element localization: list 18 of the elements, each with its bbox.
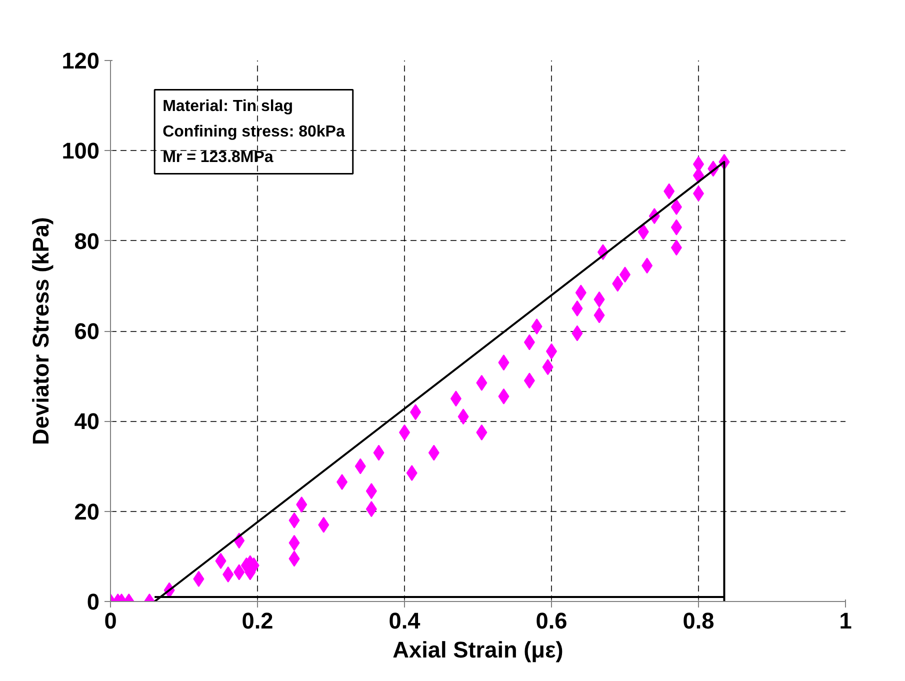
- annotation: Mr = 123.8MPa: [162, 148, 274, 166]
- y-tick-label: 100: [62, 138, 100, 164]
- annotation: Confining stress: 80kPa: [162, 123, 345, 140]
- y-tick-label: 40: [74, 408, 100, 434]
- x-axis-title: Axial Strain (με): [392, 636, 564, 662]
- y-axis-title: Deviator Stress (kPa): [28, 217, 54, 445]
- y-tick-label: 60: [74, 318, 100, 344]
- y-tick-label: 80: [74, 228, 100, 254]
- x-tick-label: 0.8: [682, 608, 714, 634]
- x-tick-label: 0.2: [242, 608, 274, 634]
- annotation: Material: Tin slag: [162, 98, 294, 115]
- y-tick-label: 20: [74, 498, 100, 524]
- y-tick-label: 120: [62, 48, 100, 74]
- y-tick-label: 0: [86, 588, 100, 614]
- x-tick-label: 1: [839, 608, 852, 634]
- x-tick-label: 0: [104, 608, 117, 634]
- x-tick-label: 0.6: [536, 608, 568, 634]
- x-tick-label: 0.4: [388, 608, 421, 634]
